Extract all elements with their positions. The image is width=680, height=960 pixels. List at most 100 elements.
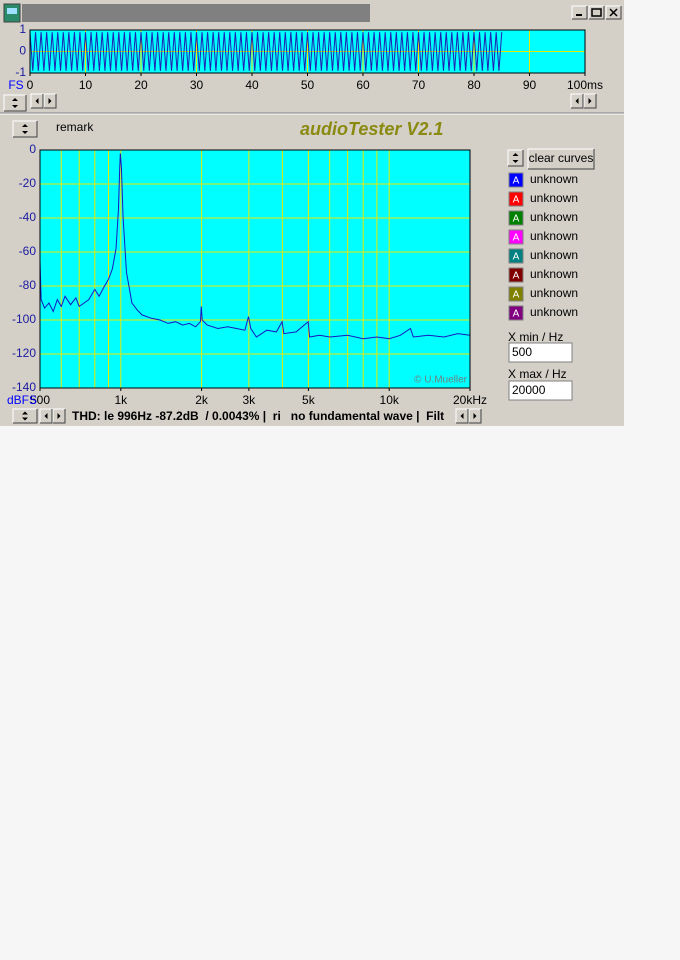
x-tick-label: 1k [114, 393, 128, 407]
curve-icon-letter: A [513, 176, 520, 187]
arrow-glyph [57, 413, 61, 419]
curve-icon[interactable] [508, 229, 524, 245]
clear-curves-button[interactable] [528, 149, 594, 169]
bevel-light [12, 120, 37, 137]
credit: © U.Mueller [414, 375, 468, 386]
x-tick-label: 10k [380, 393, 400, 407]
arrow-glyph [22, 417, 28, 421]
curve-label: unknown [530, 305, 578, 319]
bevel-dark [456, 409, 469, 424]
plot-area [40, 150, 470, 388]
arrow-glyph [35, 98, 39, 104]
data-line [40, 153, 470, 340]
data-line [30, 32, 503, 71]
bevel-dark [528, 149, 595, 170]
x-tick-label: 20kHz [453, 393, 487, 407]
title-bar[interactable] [22, 4, 370, 22]
x-tick-label: 5k [302, 393, 316, 407]
y-axis-label: dBFS [7, 393, 37, 407]
bevel-dark [44, 94, 57, 109]
bevel-light [571, 5, 587, 19]
curve-icon[interactable] [508, 267, 524, 283]
x-tick-label: 0 [27, 78, 34, 92]
bevel-dark [606, 6, 622, 20]
x-tick-label: 500 [30, 393, 50, 407]
bevel-dark [13, 121, 38, 138]
x-tick-label: 3k [243, 393, 257, 407]
y-tick-label: 1 [19, 22, 26, 36]
bevel-light [570, 93, 583, 108]
spin-button[interactable] [4, 95, 26, 111]
spin-button[interactable] [13, 121, 37, 137]
arrow-glyph [22, 124, 28, 127]
y-tick-label: -80 [19, 278, 37, 292]
arrow-glyph [512, 160, 519, 163]
app-icon-detail [7, 8, 17, 14]
text-input[interactable] [508, 380, 573, 401]
y-tick-label: -40 [19, 210, 37, 224]
xmin-label: X min / Hz [508, 330, 563, 344]
curve-icon[interactable] [508, 305, 524, 321]
bevel-light [455, 408, 468, 423]
arrow-glyph [588, 98, 592, 104]
bevel-light [468, 408, 481, 423]
curve-icon[interactable] [508, 286, 524, 302]
bevel-dark [589, 6, 605, 20]
y-tick-label: -20 [19, 176, 37, 190]
x-tick-label: 50 [301, 78, 315, 92]
bevel-light [527, 148, 594, 169]
glyph [591, 8, 602, 17]
curve-icon[interactable] [508, 210, 524, 226]
spin-button-h[interactable] [13, 409, 37, 423]
bevel-light [583, 93, 596, 108]
input-value: 500 [512, 345, 532, 359]
status-text: THD: le 996Hz -87.2dB / 0.0043% | ri no … [72, 409, 444, 423]
bevel-dark [584, 94, 597, 109]
minimize-button[interactable] [572, 6, 587, 19]
arrow-glyph [575, 98, 579, 104]
bevel-dark [31, 94, 44, 109]
x-tick-label: 30 [190, 78, 204, 92]
arrow-glyph [12, 98, 18, 101]
bevel-dark [572, 6, 588, 20]
glyph [609, 8, 618, 17]
bevel-light [3, 94, 26, 111]
bevel-light [12, 408, 37, 423]
curve-label: unknown [530, 248, 578, 262]
arrow-glyph [22, 411, 28, 415]
arrow-glyph [22, 131, 28, 134]
y-tick-label: -140 [12, 380, 36, 394]
arrow-glyph [48, 98, 52, 104]
curve-icon-letter: A [513, 214, 520, 225]
x-tick-label: 80 [467, 78, 481, 92]
bevel-dark [4, 95, 27, 112]
x-tick-label: 100ms [567, 78, 603, 92]
curve-icon-letter: A [513, 309, 520, 320]
curve-icon[interactable] [508, 191, 524, 207]
x-tick-label: 20 [134, 78, 148, 92]
x-tick-label: 2k [195, 393, 209, 407]
x-tick-label: 10 [79, 78, 93, 92]
bevel-light [30, 93, 43, 108]
y-tick-label: 0 [29, 142, 36, 156]
curve-label: unknown [530, 210, 578, 224]
bevel-light [605, 5, 621, 19]
spin-button[interactable] [508, 150, 523, 166]
curve-icon[interactable] [508, 248, 524, 264]
y-tick-label: -100 [12, 312, 36, 326]
curve-icon-letter: A [513, 233, 520, 244]
xmax-label: X max / Hz [508, 367, 567, 381]
curve-icon-letter: A [513, 271, 520, 282]
plot-border [39, 149, 471, 389]
arrow-glyph [44, 413, 48, 419]
bevel-dark [13, 409, 38, 424]
curve-label: unknown [530, 191, 578, 205]
input-value: 20000 [512, 383, 546, 397]
y-tick-label: 0 [19, 44, 26, 58]
curve-icon[interactable] [508, 172, 524, 188]
curve-icon-letter: A [513, 252, 520, 263]
text-input[interactable] [508, 342, 573, 363]
y-axis-label: FS [8, 78, 23, 92]
curve-label: unknown [530, 267, 578, 281]
